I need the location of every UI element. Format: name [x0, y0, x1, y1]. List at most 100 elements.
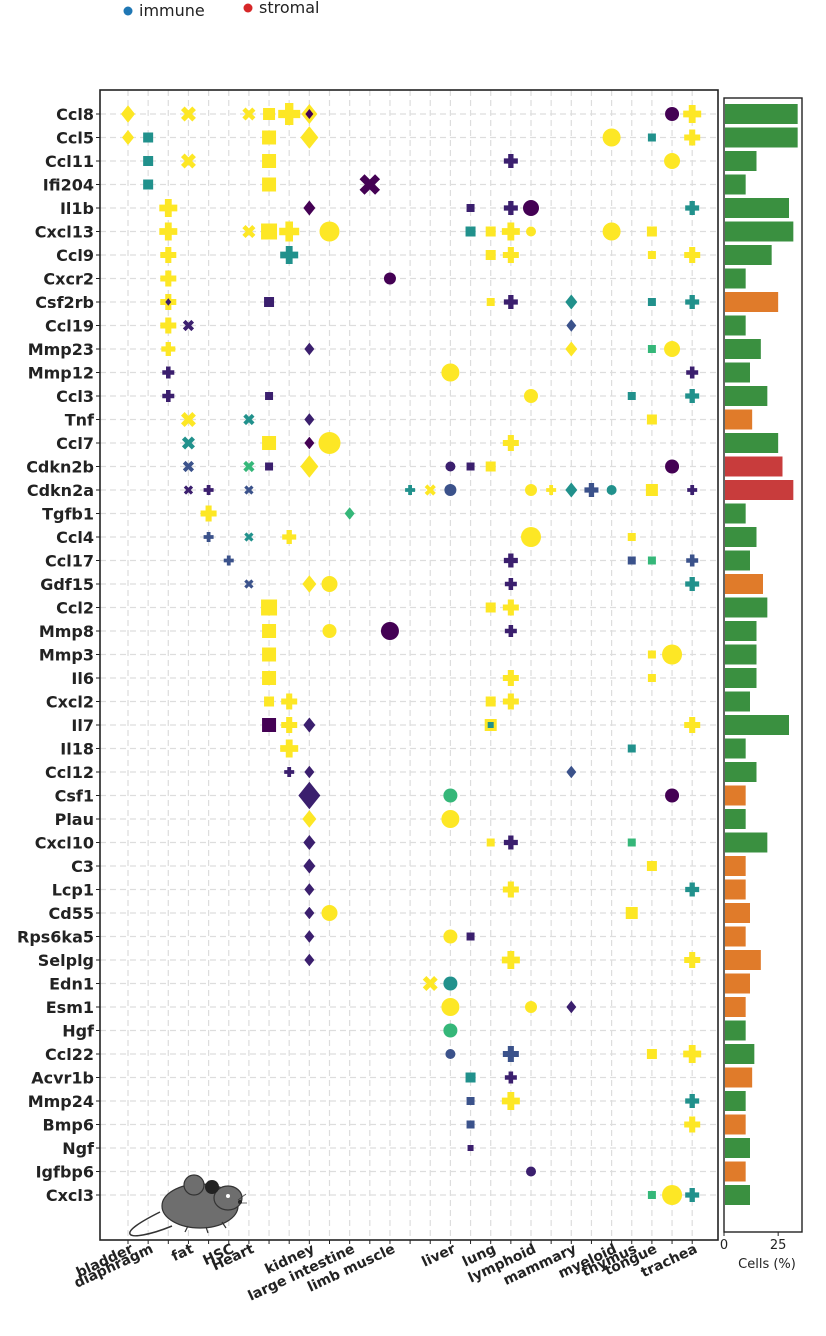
data-point: [143, 132, 154, 143]
data-point: [422, 976, 438, 991]
data-point: [566, 319, 577, 332]
data-point: [485, 602, 496, 613]
plot-frame: [99, 89, 719, 1241]
data-point: [261, 223, 278, 240]
bar: [725, 268, 746, 289]
gene-label: Il1b: [60, 199, 94, 218]
bar: [725, 1067, 753, 1088]
data-point: [282, 530, 297, 544]
gene-label: Ccl12: [45, 763, 94, 782]
data-point: [262, 718, 277, 732]
bar-frame: [723, 97, 803, 1233]
data-point: [223, 555, 234, 566]
data-point: [183, 485, 194, 495]
data-point: [526, 1166, 536, 1177]
data-point: [466, 1097, 475, 1105]
data-point: [243, 413, 255, 426]
data-point: [685, 201, 700, 215]
gene-label: Ifi204: [43, 176, 94, 195]
gene-label: Ccl4: [56, 528, 94, 547]
data-point-shape: [422, 976, 438, 991]
data-point: [303, 717, 316, 733]
data-point: [686, 554, 699, 567]
data-point: [424, 484, 436, 496]
data-point: [281, 717, 298, 733]
bar: [725, 856, 746, 876]
data-point: [321, 905, 338, 921]
data-point: [504, 578, 517, 590]
data-point: [302, 810, 317, 828]
data-point: [262, 624, 277, 638]
gene-label: Ccl22: [45, 1045, 94, 1064]
gene-label: Igfbp6: [36, 1163, 94, 1182]
data-point: [244, 579, 254, 589]
data-point: [503, 201, 518, 215]
data-point: [182, 319, 195, 332]
bar: [725, 926, 746, 947]
data-point-shape: [180, 106, 196, 122]
data-point: [584, 483, 599, 497]
bar-tick-label: 0: [720, 1238, 728, 1253]
data-point: [304, 906, 315, 920]
data-point: [565, 341, 578, 357]
data-point: [321, 576, 338, 592]
bar: [725, 550, 750, 571]
data-point: [281, 693, 298, 710]
data-point: [304, 930, 315, 943]
bar: [725, 245, 772, 265]
data-point: [627, 392, 636, 400]
gene-label: Cxcl2: [46, 693, 94, 712]
bar: [725, 1114, 746, 1135]
data-point-shape: [180, 412, 196, 427]
data-point: [485, 250, 496, 260]
data-point: [503, 154, 518, 168]
gene-label: Acvr1b: [31, 1069, 94, 1088]
data-point: [160, 317, 177, 334]
data-point: [606, 485, 617, 495]
data-point: [662, 1185, 683, 1205]
data-point: [298, 781, 321, 810]
data-point: [646, 1049, 657, 1059]
data-point: [304, 436, 315, 450]
bar: [725, 151, 757, 171]
bar: [725, 903, 750, 923]
data-point: [465, 1072, 476, 1083]
data-point: [502, 881, 519, 898]
data-point: [647, 1191, 656, 1199]
gene-label: Cdkn2a: [27, 481, 94, 500]
gene-label: Tgfb1: [42, 505, 94, 524]
bar: [725, 691, 750, 712]
data-point: [344, 507, 355, 520]
data-point: [182, 460, 195, 473]
data-point: [445, 461, 456, 472]
data-point: [684, 247, 701, 263]
data-point: [242, 224, 256, 239]
data-point: [503, 553, 518, 568]
gene-label: Mmp12: [28, 364, 94, 383]
gene-label: Bmp6: [43, 1116, 94, 1135]
legend-label-immune: immune: [139, 1, 205, 20]
data-point: [687, 485, 698, 495]
gene-label: Esm1: [46, 998, 94, 1017]
data-point: [180, 153, 196, 169]
data-point: [486, 838, 495, 847]
data-point: [565, 482, 578, 498]
bar: [725, 1185, 750, 1205]
data-point: [244, 532, 254, 542]
data-point: [300, 455, 319, 478]
gene-label: Mmp3: [39, 646, 94, 665]
data-point: [443, 929, 458, 944]
legend-marker-immune: [123, 6, 133, 16]
data-point: [180, 412, 196, 427]
bar: [725, 503, 746, 524]
data-point: [647, 298, 656, 306]
data-point: [646, 414, 657, 425]
data-point: [242, 107, 256, 121]
data-point: [304, 765, 315, 779]
data-point-shape: [182, 460, 195, 473]
data-point: [443, 976, 458, 991]
bar: [725, 221, 794, 242]
data-point: [525, 1001, 537, 1013]
data-point: [162, 390, 175, 402]
data-point: [664, 341, 681, 357]
